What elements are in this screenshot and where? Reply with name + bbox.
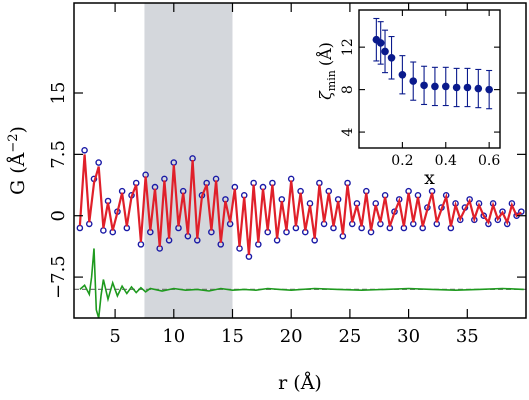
inset-y-tick-label: 8 — [340, 85, 356, 94]
data-point — [518, 208, 525, 215]
difference-curve — [79, 248, 524, 319]
inset-point — [420, 81, 428, 90]
data-point — [95, 159, 102, 166]
x-tick-label: 10 — [162, 326, 185, 347]
inset-x-axis-label: x — [424, 167, 435, 189]
inset-plot: 0.2 0.4 0.6 4 8 12 x ζmin (Å) — [315, 9, 501, 189]
inset-x-tick-label: 0.4 — [435, 153, 457, 169]
y-tick-label: −7.5 — [48, 255, 69, 299]
inset-y-axis-label: ζmin (Å) — [315, 42, 338, 100]
data-point — [76, 224, 84, 232]
inset-background — [359, 10, 500, 148]
x-tick-label: 25 — [338, 326, 361, 347]
inset-frame — [358, 9, 501, 149]
x-tick-label: 15 — [221, 326, 244, 347]
inset-point — [485, 85, 493, 94]
inset-y-tick-label: 12 — [340, 38, 356, 56]
data-point — [100, 227, 107, 234]
fit-curve — [78, 154, 522, 256]
inset-x-tick-label: 0.2 — [391, 153, 413, 169]
inset-point — [452, 83, 461, 92]
inset-x-tick-label: 0.6 — [478, 153, 500, 169]
inset-point — [387, 53, 396, 62]
inset-point — [398, 70, 407, 79]
inset-point — [463, 83, 472, 92]
main-ticks: 5 10 15 20 25 30 35 −7.5 0 7.5 15 — [48, 3, 526, 347]
inset-point — [441, 82, 450, 91]
axis-titles: r (Å) G (Å−2) — [6, 126, 322, 394]
inset-points — [372, 35, 493, 94]
inset-point — [474, 84, 483, 93]
x-tick-label: 35 — [456, 326, 479, 347]
x-tick-label: 30 — [397, 326, 420, 347]
inset-ticks: 0.2 0.4 0.6 4 8 12 — [340, 10, 500, 169]
inset-y-axis-label-unit: (Å) — [315, 42, 335, 66]
main-plot-frame — [73, 2, 527, 319]
data-point — [81, 146, 88, 154]
x-tick-label: 5 — [109, 326, 120, 347]
inset-point — [381, 47, 389, 56]
inset-y-tick-label: 4 — [340, 128, 356, 137]
inset-y-axis-label-sub: min — [325, 70, 338, 91]
y-axis-label: G (Å−2) — [6, 126, 29, 195]
y-tick-label: 7.5 — [48, 140, 69, 169]
inset-point — [431, 82, 439, 91]
y-tick-label: 0 — [48, 210, 69, 221]
inset-point — [409, 77, 418, 85]
y-axis-label-sup: −2 — [6, 133, 21, 152]
y-tick-label: 15 — [48, 82, 69, 105]
data-point — [137, 241, 145, 248]
x-tick-label: 20 — [280, 326, 303, 347]
inset-y-axis-label-main: ζ — [316, 90, 335, 100]
x-axis-label: r (Å) — [278, 372, 322, 394]
main-plot: 5 10 15 20 25 30 35 −7.5 0 7.5 15 — [48, 2, 527, 347]
shaded-region — [144, 3, 233, 318]
y-axis-label-main: G (Å — [7, 152, 29, 195]
y-axis-label-close: ) — [7, 126, 29, 133]
inset-point — [376, 39, 385, 47]
